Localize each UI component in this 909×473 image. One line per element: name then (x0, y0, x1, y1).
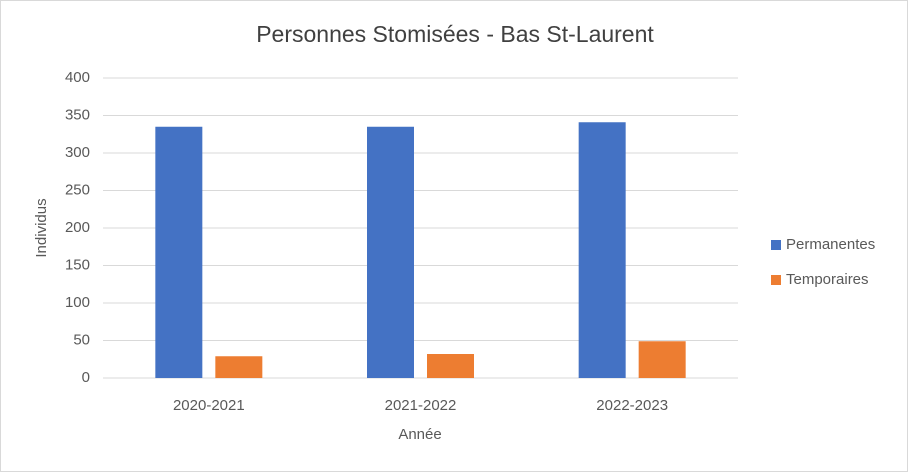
bar (578, 122, 626, 378)
bar (367, 126, 414, 378)
bar (215, 356, 263, 378)
y-tick-label: 150 (65, 256, 90, 273)
legend-label: Permanentes (786, 236, 875, 253)
bar (427, 354, 474, 378)
y-tick-label: 350 (65, 106, 90, 123)
x-tick-label: 2021-2022 (385, 397, 457, 414)
y-tick-label: 50 (73, 331, 90, 348)
legend-swatch (771, 240, 781, 250)
y-tick-label: 200 (65, 219, 90, 236)
y-tick-label: 100 (65, 294, 90, 311)
y-axis-title: Individus (33, 198, 50, 257)
bar (638, 341, 686, 378)
y-tick-label: 300 (65, 144, 90, 161)
x-axis-title: Année (398, 426, 441, 443)
chart-title: Personnes Stomisées - Bas St-Laurent (256, 21, 654, 47)
x-tick-label: 2022-2023 (596, 397, 668, 414)
legend-label: Temporaires (786, 271, 869, 288)
y-tick-label: 0 (82, 369, 90, 386)
y-tick-label: 250 (65, 181, 90, 198)
x-tick-label: 2020-2021 (173, 397, 245, 414)
y-tick-label: 400 (65, 69, 90, 86)
legend-swatch (771, 275, 781, 285)
bar (155, 126, 203, 378)
